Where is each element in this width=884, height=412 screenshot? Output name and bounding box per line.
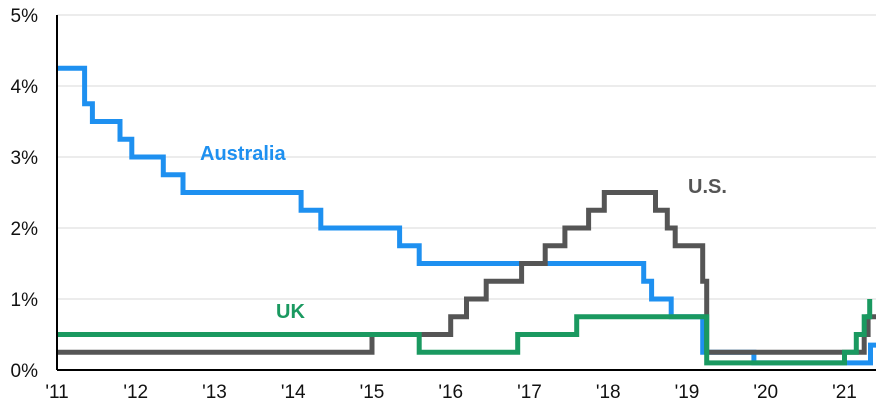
y-tick-label: 2% [11,219,39,240]
series-labels: Australia U.S. UK [200,143,727,323]
series-line-uk [57,299,873,366]
series-label-uk: UK [276,301,305,323]
series-lines [57,65,876,366]
x-tick-label: '20 [753,382,778,403]
y-tick-label: 5% [11,6,39,27]
x-tick-label: '18 [596,382,621,403]
gridlines [57,14,876,300]
x-tick-label: '12 [123,382,148,403]
series-line-us [57,190,876,355]
y-tick-label: 1% [11,290,39,311]
y-tick-label: 4% [11,77,39,98]
x-tick-label: '16 [438,382,463,403]
x-tick-label: '21 [832,382,857,403]
x-tick-label: '17 [517,382,542,403]
y-tick-labels: 0% 1% 2% 3% 4% 5% [11,6,39,382]
x-tick-label: '14 [281,382,306,403]
x-tick-label: '13 [202,382,227,403]
x-tick-label: '15 [360,382,385,403]
x-tick-label: '11 [45,382,68,403]
series-label-australia: Australia [200,143,286,165]
y-tick-label: 0% [11,361,39,382]
x-tick-label: '19 [675,382,700,403]
x-tick-labels: '11 '12 '13 '14 '15 '16 '17 '18 '19 '20 '21 [45,382,857,403]
series-label-us: U.S. [688,176,727,198]
y-tick-label: 3% [11,148,39,169]
